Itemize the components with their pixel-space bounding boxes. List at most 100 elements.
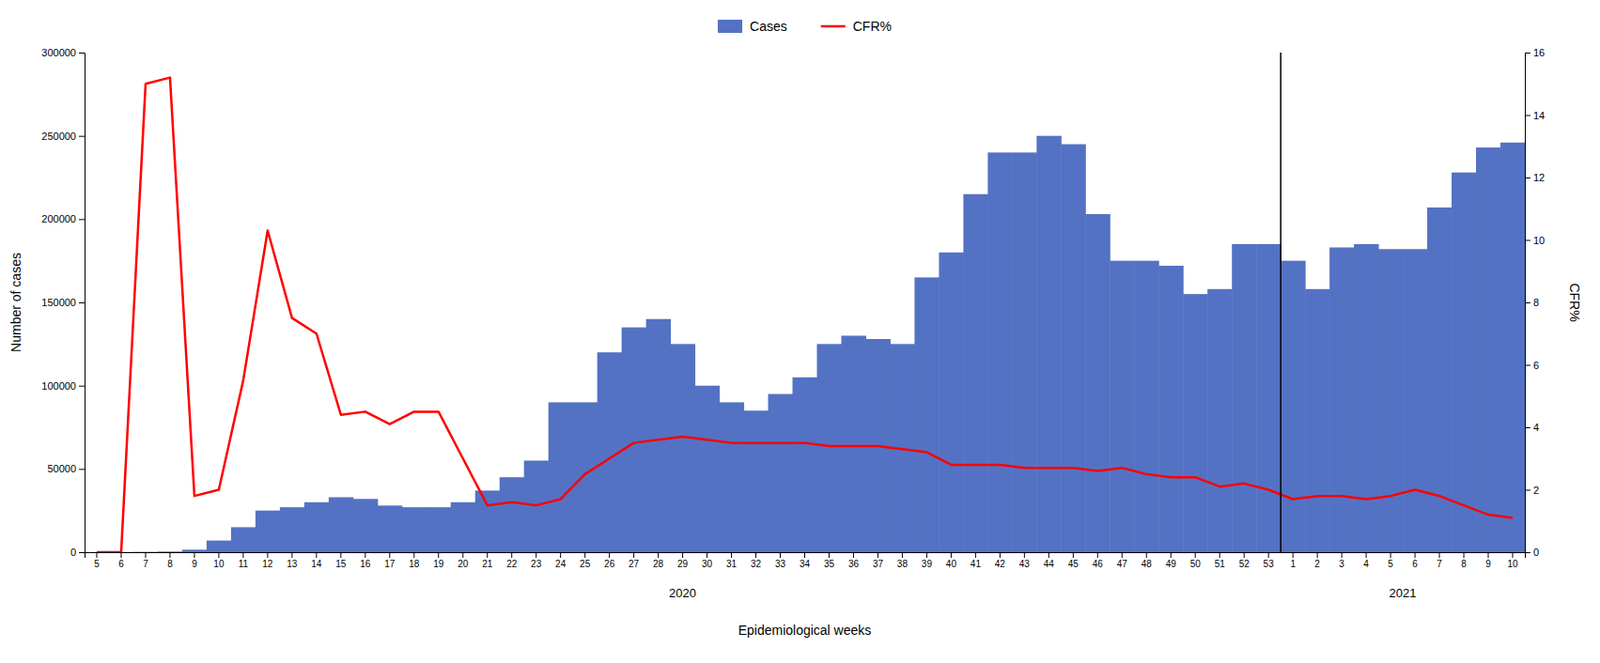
y-tick: 250000 — [41, 130, 85, 142]
tick-mark — [999, 552, 1001, 559]
tick-mark — [1524, 552, 1531, 554]
x-tick: 22 — [506, 552, 518, 570]
tick-mark — [950, 552, 952, 559]
bar — [695, 386, 720, 553]
x-tick-label: 5 — [1387, 559, 1394, 570]
x-tick: 41 — [970, 552, 982, 570]
x-tick: 43 — [1019, 552, 1031, 570]
y-tick: 100000 — [41, 380, 85, 392]
bar — [621, 327, 647, 553]
x-tick-label: 49 — [1165, 559, 1178, 570]
y2-axis-title: CFR% — [1567, 282, 1583, 322]
bar — [719, 402, 745, 553]
tick-mark — [1524, 115, 1531, 117]
x-tick-label: 15 — [335, 559, 347, 570]
x-tick-label: 1 — [1289, 559, 1296, 570]
bar — [1060, 144, 1086, 553]
tick-mark — [1317, 552, 1319, 559]
bar — [792, 377, 818, 553]
x-tick: 25 — [579, 552, 591, 570]
y-tick-label: 50000 — [46, 463, 77, 475]
x-tick: 36 — [848, 552, 860, 570]
y2-tick-label: 4 — [1533, 421, 1539, 434]
x-tick: 15 — [335, 552, 347, 570]
axis-domain — [78, 53, 86, 554]
tick-mark — [78, 52, 85, 54]
tick-mark — [1366, 552, 1367, 559]
x-tick: 52 — [1239, 552, 1251, 570]
y2-tick: 2 — [1524, 484, 1539, 497]
x-tick: 10 — [1506, 552, 1519, 570]
bar — [1133, 261, 1159, 553]
x-tick: 17 — [384, 552, 396, 570]
bar — [328, 497, 354, 553]
y-axis: 050000100000150000200000250000300000 — [41, 46, 85, 559]
bar — [402, 507, 427, 553]
axis-domain — [85, 553, 1526, 560]
tick-mark — [511, 552, 513, 559]
x-tick: 8 — [167, 552, 173, 570]
tick-mark — [926, 552, 928, 559]
bar — [450, 502, 476, 553]
tick-mark — [1524, 240, 1531, 242]
x-tick-label: 53 — [1263, 559, 1275, 570]
x-tick-label: 14 — [310, 559, 323, 570]
x-tick: 10 — [213, 552, 225, 570]
x-tick-label: 19 — [433, 559, 445, 570]
tick-mark — [608, 552, 610, 559]
tick-mark — [1463, 552, 1465, 559]
x-tick-label: 21 — [481, 559, 494, 570]
x-tick: 29 — [677, 552, 689, 570]
x-tick-label: 24 — [555, 559, 567, 570]
tick-mark — [1219, 552, 1221, 559]
bar — [573, 402, 598, 553]
legend: CasesCFR% — [717, 18, 892, 34]
x-tick-label: 51 — [1214, 559, 1227, 570]
y2-tick: 6 — [1524, 359, 1539, 372]
x-tick: 2 — [1314, 552, 1321, 570]
bar — [1475, 147, 1501, 553]
x-tick-label: 52 — [1239, 559, 1251, 570]
tick-mark — [682, 552, 684, 559]
x-tick: 8 — [1460, 552, 1467, 570]
tick-mark — [1524, 365, 1531, 367]
tick-mark — [1170, 552, 1172, 559]
tick-mark — [1121, 552, 1123, 559]
y-tick: 200000 — [41, 213, 85, 225]
x-tick-label: 50 — [1190, 559, 1202, 570]
bar — [1256, 244, 1281, 553]
tick-mark — [95, 552, 97, 559]
x-tick: 39 — [921, 552, 933, 570]
x-tick: 47 — [1117, 552, 1129, 570]
x-tick-label: 22 — [506, 559, 518, 570]
x-tick: 51 — [1214, 552, 1227, 570]
y2-tick-label: 0 — [1533, 546, 1539, 559]
x-tick: 9 — [1485, 552, 1492, 570]
x-tick-label: 16 — [359, 559, 372, 570]
bar — [1304, 289, 1330, 553]
bar — [157, 551, 183, 553]
x-tick: 40 — [946, 552, 958, 570]
tick-mark — [559, 552, 561, 559]
bar — [1500, 142, 1525, 553]
x-tick: 7 — [1436, 552, 1443, 570]
x-tick: 18 — [408, 552, 420, 570]
tick-mark — [1414, 552, 1416, 559]
tick-mark — [1292, 552, 1294, 559]
x-tick: 28 — [652, 552, 665, 570]
y2-tick: 10 — [1524, 234, 1545, 247]
x-tick-label: 42 — [994, 559, 1007, 570]
y2-tick-label: 14 — [1533, 109, 1545, 122]
bar — [231, 527, 256, 553]
bar — [816, 343, 841, 553]
x-tick: 48 — [1141, 552, 1153, 570]
tick-mark — [828, 552, 830, 559]
x-tick-label: 41 — [970, 559, 982, 570]
tick-mark — [1097, 552, 1099, 559]
tick-mark — [1524, 427, 1531, 429]
tick-mark — [779, 552, 781, 559]
x-tick-label: 35 — [823, 559, 836, 570]
y2-tick: 0 — [1524, 546, 1539, 559]
tick-mark — [730, 552, 732, 559]
tick-mark — [291, 552, 293, 559]
